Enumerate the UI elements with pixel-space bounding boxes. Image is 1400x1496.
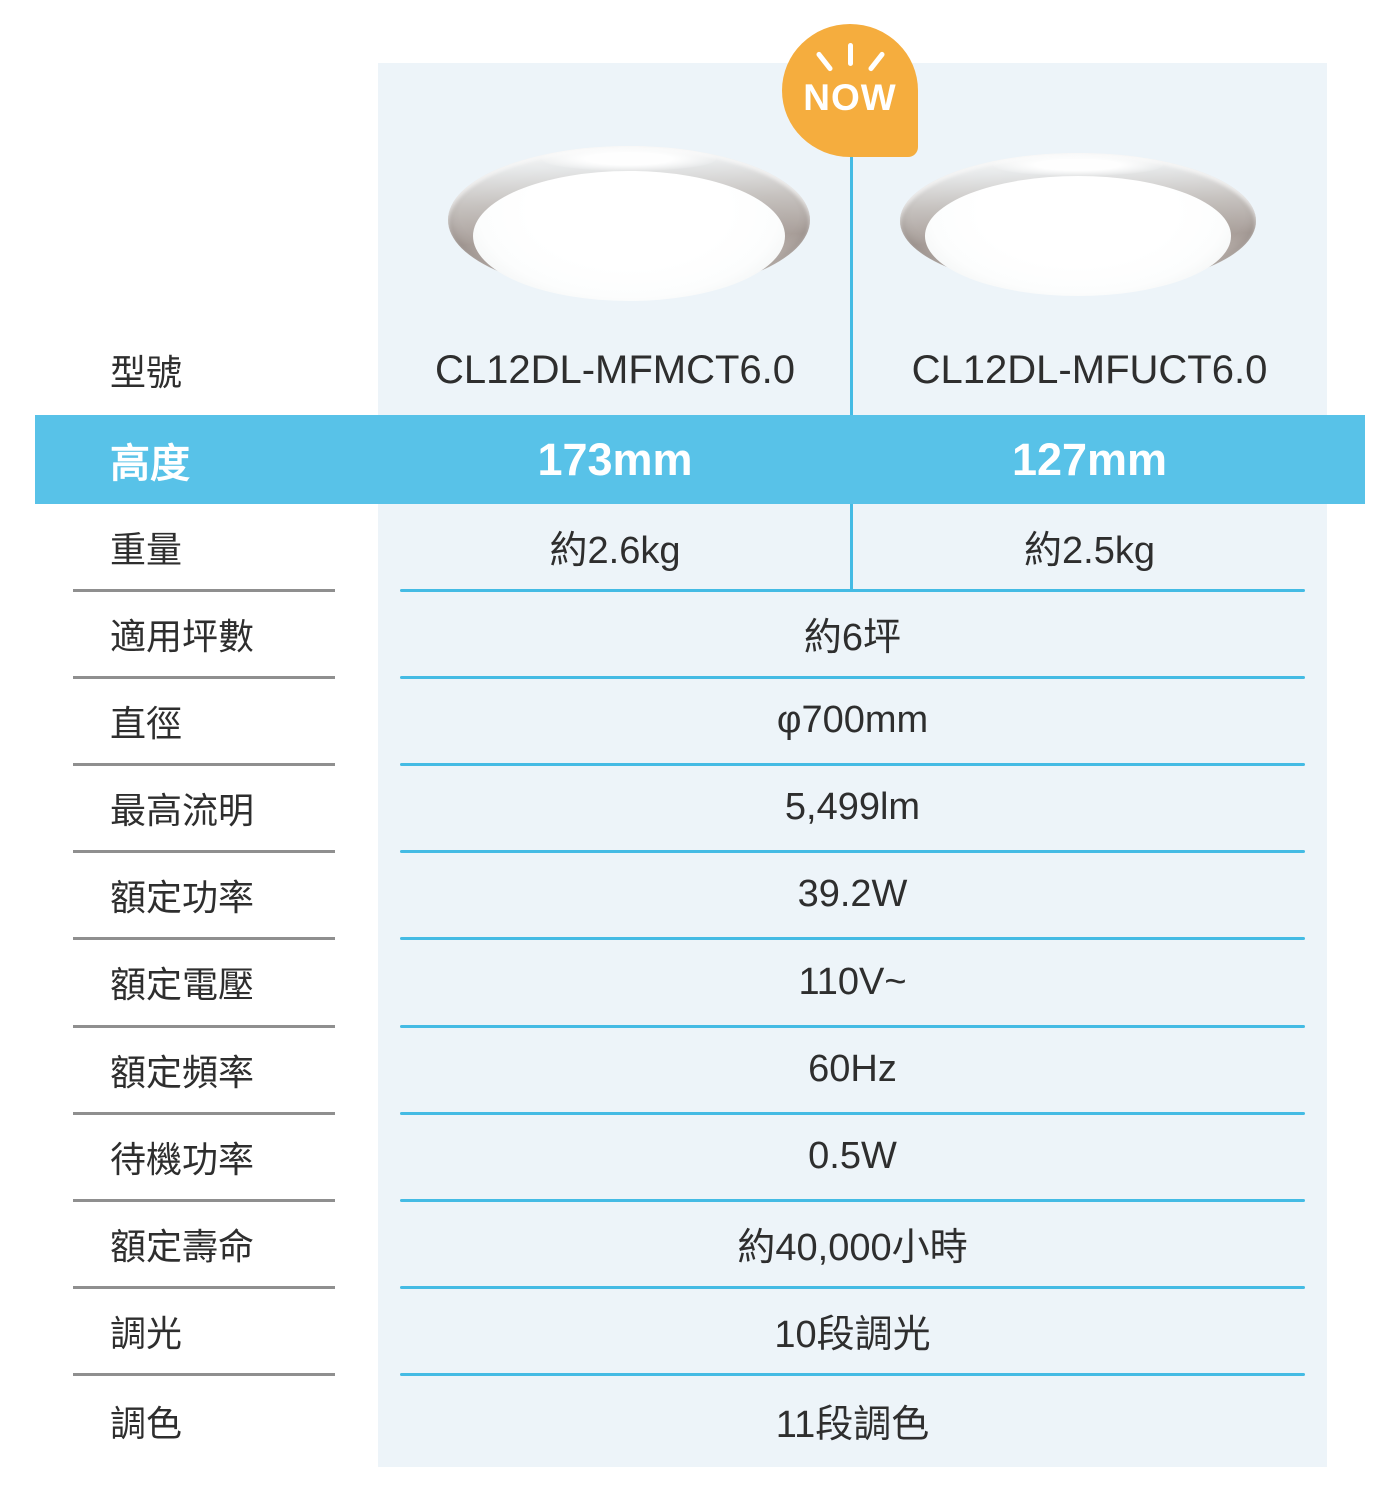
- row-label-power: 額定功率: [110, 876, 255, 918]
- power-value: 39.2W: [797, 873, 908, 915]
- label-separator-line: [73, 1025, 335, 1028]
- label-separator-line: [73, 1112, 335, 1115]
- weight-value-right: 約2.5kg: [1024, 530, 1155, 572]
- row-label-lifespan: 額定壽命: [110, 1225, 255, 1267]
- color-tune-value: 11段調色: [775, 1404, 930, 1446]
- row-label-lumen: 最高流明: [110, 789, 255, 831]
- value-separator-line: [400, 1199, 1305, 1202]
- sparkle-ray-icon: [815, 50, 834, 73]
- value-separator-line: [400, 763, 1305, 766]
- label-separator-line: [73, 676, 335, 679]
- row-label-diameter: 直徑: [110, 702, 183, 744]
- label-separator-line: [73, 763, 335, 766]
- label-separator-line: [73, 1373, 335, 1376]
- label-separator-line: [73, 850, 335, 853]
- label-separator-line: [73, 1286, 335, 1289]
- ceiling-light-image-left: [448, 146, 810, 302]
- height-value-left: 173mm: [537, 433, 693, 485]
- lumen-value: 5,499lm: [784, 786, 921, 828]
- diameter-value: φ700mm: [776, 699, 929, 741]
- model-name-right: CL12DL-MFUCT6.0: [911, 347, 1268, 392]
- standby-value: 0.5W: [808, 1135, 897, 1177]
- row-label-area: 適用坪數: [110, 615, 255, 657]
- sparkle-ray-icon: [867, 50, 886, 73]
- value-separator-line: [400, 1286, 1305, 1289]
- lifespan-value: 約40,000小時: [737, 1227, 968, 1269]
- value-separator-line: [400, 676, 1305, 679]
- sparkle-ray-icon: [848, 43, 853, 66]
- row-label-color-tune: 調色: [110, 1402, 183, 1444]
- ceiling-light-image-right: [900, 153, 1256, 296]
- height-value-right: 127mm: [1011, 433, 1168, 485]
- label-separator-line: [73, 937, 335, 940]
- lamp-dome: [924, 176, 1232, 296]
- value-separator-line: [400, 1025, 1305, 1028]
- now-badge: NOW: [782, 24, 918, 157]
- dimming-value: 10段調光: [774, 1314, 931, 1356]
- lamp-rim-shine: [542, 147, 716, 172]
- lamp-rim-shine: [992, 154, 1164, 177]
- value-separator-line: [400, 1112, 1305, 1115]
- row-label-weight: 重量: [110, 528, 183, 570]
- value-separator-line: [400, 1373, 1305, 1376]
- frequency-value: 60Hz: [808, 1048, 897, 1090]
- value-separator-line: [400, 589, 1305, 592]
- row-label-dimming: 調光: [110, 1312, 183, 1354]
- row-label-height: 高度: [110, 441, 190, 486]
- row-label-standby: 待機功率: [110, 1138, 255, 1180]
- model-name-left: CL12DL-MFMCT6.0: [434, 347, 796, 392]
- row-label-voltage: 額定電壓: [110, 964, 255, 1005]
- label-separator-line: [73, 589, 335, 592]
- column-divider-line: [850, 157, 853, 415]
- value-separator-line: [400, 850, 1305, 853]
- now-badge-label: NOW: [803, 77, 897, 118]
- row-label-model: 型號: [110, 352, 183, 393]
- value-separator-line: [400, 937, 1305, 940]
- column-divider-line: [850, 504, 853, 589]
- area-value: 約6坪: [803, 617, 902, 659]
- weight-value-left: 約2.6kg: [549, 530, 681, 572]
- label-separator-line: [73, 1199, 335, 1202]
- lamp-dome: [473, 171, 785, 302]
- row-label-frequency: 額定頻率: [110, 1051, 255, 1093]
- highlight-row-height: 高度 173mm 127mm: [35, 415, 1365, 504]
- voltage-value: 110V~: [798, 960, 907, 1003]
